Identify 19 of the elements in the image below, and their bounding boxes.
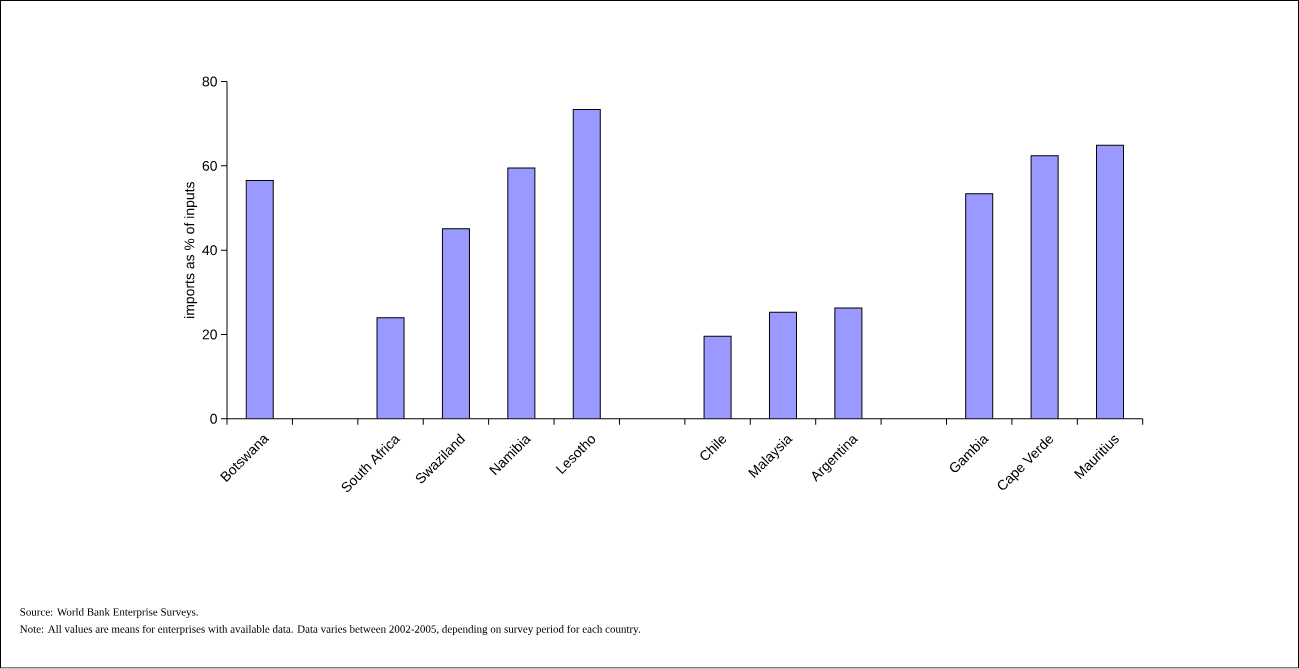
bar [1031, 156, 1059, 420]
bar [834, 308, 862, 420]
y-axis-title: imports as % of inputs [184, 182, 198, 319]
bar [442, 228, 470, 420]
bar [769, 312, 797, 420]
bar [704, 336, 732, 420]
bar [377, 317, 405, 420]
y-tick-label: 60 [202, 161, 217, 172]
y-tick-label: 20 [202, 329, 217, 340]
text: Note: All values are means for enterprises with available data. Data varies between 2002-2005, depending on survey period for each country. [20, 625, 640, 636]
y-tick-label: 40 [202, 245, 217, 256]
bar [573, 109, 601, 420]
y-tick-label: 0 [210, 414, 217, 424]
bar [246, 180, 274, 420]
y-tick-label: 80 [202, 76, 217, 87]
bar [507, 168, 535, 420]
bar [965, 193, 993, 420]
bar [1096, 144, 1125, 420]
source-note: Source: World Bank Enterprise Surveys. [20, 608, 198, 619]
